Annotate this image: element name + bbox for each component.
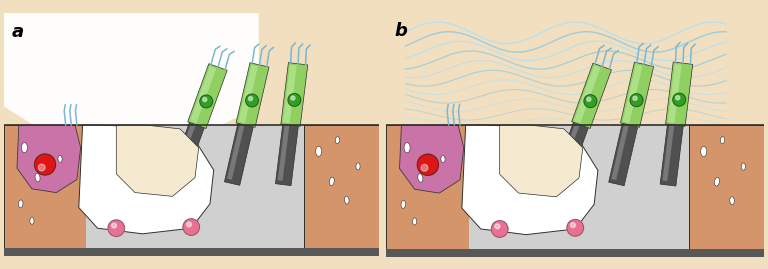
Polygon shape [238, 65, 258, 123]
Polygon shape [79, 125, 214, 234]
Circle shape [571, 223, 575, 228]
Polygon shape [236, 63, 269, 127]
Ellipse shape [412, 218, 417, 225]
Polygon shape [663, 123, 674, 181]
Polygon shape [462, 125, 598, 235]
Ellipse shape [329, 177, 334, 186]
Circle shape [108, 220, 124, 236]
Polygon shape [116, 125, 199, 196]
Circle shape [417, 154, 439, 175]
Circle shape [676, 96, 680, 100]
Ellipse shape [35, 173, 40, 182]
Ellipse shape [18, 200, 23, 208]
Circle shape [421, 164, 428, 171]
Polygon shape [303, 125, 379, 248]
Circle shape [673, 93, 686, 106]
Circle shape [567, 220, 584, 236]
Circle shape [633, 96, 637, 100]
Polygon shape [667, 64, 682, 123]
Polygon shape [281, 63, 308, 126]
Polygon shape [276, 122, 299, 186]
FancyBboxPatch shape [86, 125, 303, 248]
Ellipse shape [316, 146, 322, 157]
Circle shape [587, 97, 591, 101]
Circle shape [111, 223, 117, 228]
Polygon shape [689, 125, 764, 249]
FancyBboxPatch shape [4, 13, 379, 256]
Polygon shape [399, 125, 464, 193]
FancyBboxPatch shape [4, 248, 379, 256]
Ellipse shape [30, 217, 34, 224]
FancyBboxPatch shape [469, 125, 689, 249]
Ellipse shape [345, 196, 349, 204]
Polygon shape [4, 13, 259, 144]
Polygon shape [17, 125, 81, 193]
Polygon shape [283, 65, 296, 123]
Circle shape [291, 96, 295, 100]
Circle shape [200, 95, 213, 108]
Polygon shape [278, 124, 290, 181]
Circle shape [492, 221, 508, 237]
Polygon shape [386, 125, 469, 249]
FancyBboxPatch shape [386, 12, 764, 257]
Polygon shape [623, 64, 643, 123]
Ellipse shape [336, 137, 339, 144]
Ellipse shape [401, 200, 406, 208]
Polygon shape [621, 62, 654, 127]
Polygon shape [224, 122, 253, 185]
Polygon shape [556, 122, 580, 178]
Ellipse shape [720, 137, 725, 144]
Ellipse shape [730, 197, 734, 205]
Ellipse shape [741, 163, 746, 170]
Polygon shape [574, 66, 601, 123]
Ellipse shape [700, 146, 707, 157]
Polygon shape [190, 66, 217, 123]
Circle shape [630, 94, 643, 107]
Ellipse shape [714, 178, 720, 186]
Polygon shape [187, 64, 227, 129]
Ellipse shape [418, 174, 423, 182]
Circle shape [249, 97, 253, 101]
Polygon shape [227, 123, 245, 180]
Ellipse shape [58, 155, 62, 162]
Polygon shape [611, 123, 629, 180]
Ellipse shape [441, 155, 445, 163]
Text: a: a [12, 23, 25, 41]
FancyBboxPatch shape [386, 125, 764, 249]
Polygon shape [169, 121, 205, 184]
FancyBboxPatch shape [386, 249, 764, 257]
Ellipse shape [356, 163, 360, 170]
FancyBboxPatch shape [4, 125, 379, 248]
Ellipse shape [404, 143, 410, 153]
Circle shape [35, 154, 55, 175]
Text: b: b [395, 22, 408, 40]
Circle shape [187, 222, 191, 227]
Circle shape [584, 95, 597, 108]
Polygon shape [666, 62, 693, 126]
Circle shape [495, 224, 500, 229]
Circle shape [183, 219, 200, 235]
Polygon shape [571, 63, 611, 128]
Polygon shape [500, 125, 583, 197]
Polygon shape [4, 125, 86, 248]
Polygon shape [660, 122, 684, 186]
Circle shape [246, 94, 258, 107]
Circle shape [38, 164, 45, 171]
Polygon shape [172, 122, 196, 178]
Circle shape [288, 94, 301, 106]
Polygon shape [553, 121, 589, 185]
Ellipse shape [22, 143, 28, 153]
Circle shape [203, 97, 207, 102]
Polygon shape [609, 121, 638, 186]
